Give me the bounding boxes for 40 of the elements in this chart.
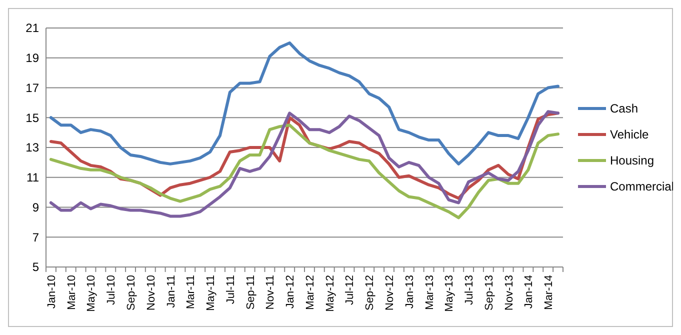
legend-label: Housing xyxy=(610,154,654,168)
y-tick-label: 9 xyxy=(32,200,40,214)
x-tick-label: Sep-10 xyxy=(126,275,138,310)
x-tick-label: May-12 xyxy=(324,275,336,312)
x-tick-label: Jul-12 xyxy=(344,275,356,305)
x-tick-label: Mar-13 xyxy=(424,275,436,310)
y-tick-label: 11 xyxy=(26,170,40,185)
x-tick-label: Jan-13 xyxy=(404,275,416,309)
x-tick-label: Jan-10 xyxy=(46,275,58,309)
y-tick-label: 17 xyxy=(26,80,40,95)
x-tick-label: Nov-12 xyxy=(384,275,396,310)
x-tick-label: Jul-11 xyxy=(224,275,237,304)
x-tick-label: Mar-14 xyxy=(543,275,556,310)
x-tick-label: Jan-12 xyxy=(284,275,297,309)
x-tick-label: Sep-12 xyxy=(364,275,376,310)
x-tick-label: Sep-13 xyxy=(483,275,496,310)
x-tick-label: May-10 xyxy=(86,275,98,312)
x-tick-label: Jul-13 xyxy=(464,275,476,305)
x-tick-label: Jan-14 xyxy=(523,275,536,309)
x-tick-label: May-11 xyxy=(205,275,218,311)
y-tick-label: 5 xyxy=(32,260,40,274)
x-tick-label: Nov-11 xyxy=(264,275,277,310)
x-tick-label: Jul-10 xyxy=(106,275,118,305)
x-tick-label: Nov-10 xyxy=(145,275,158,310)
x-tick-label: Nov-13 xyxy=(503,275,516,310)
x-tick-label: Mar-12 xyxy=(304,275,316,310)
x-tick-label: Jan-11 xyxy=(165,275,178,308)
x-tick-label: Sep-11 xyxy=(244,275,257,310)
y-tick-label: 13 xyxy=(26,140,40,155)
legend-label: Cash xyxy=(610,102,638,116)
x-tick-label: Mar-10 xyxy=(66,275,78,310)
y-tick-label: 7 xyxy=(32,230,40,244)
x-tick-label: May-13 xyxy=(444,275,456,312)
x-tick-label: Mar-11 xyxy=(185,275,198,310)
legend-label: Vehicle xyxy=(610,128,650,142)
y-tick-label: 19 xyxy=(26,51,40,66)
y-tick-label: 21 xyxy=(26,21,40,36)
line-series xyxy=(49,41,560,166)
y-tick-label: 15 xyxy=(26,110,40,125)
legend-label: Commercial xyxy=(610,180,674,194)
